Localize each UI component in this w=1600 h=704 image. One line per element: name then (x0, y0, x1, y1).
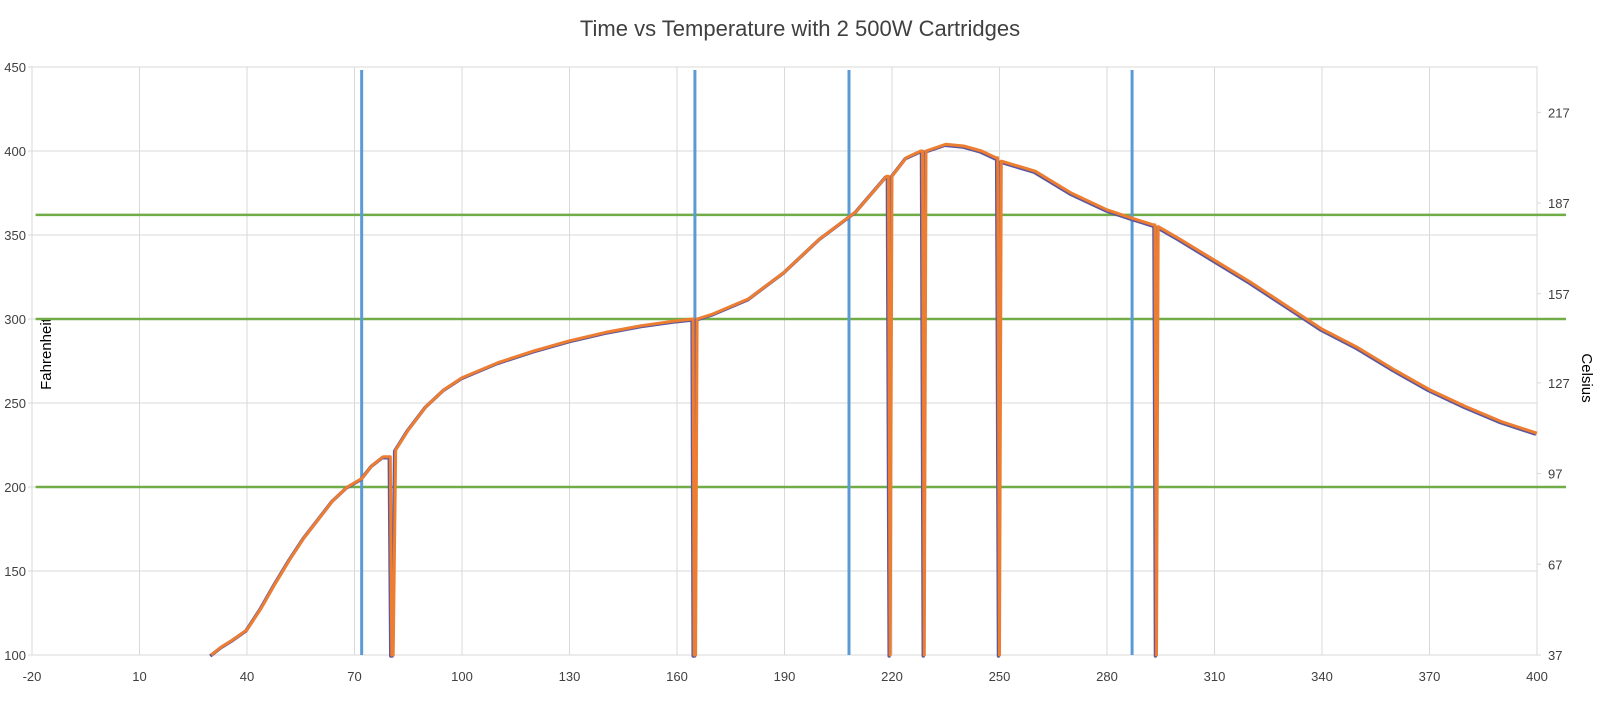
y2-axis-ticks: 37 67 97 127 157 187 217 (1548, 105, 1570, 663)
y2-tick-label: 67 (1548, 557, 1562, 572)
x-tick-label: 400 (1526, 669, 1548, 684)
y-axis-ticks: 100 150 200 250 300 350 400 450 (4, 60, 26, 663)
y2-tick-label: 187 (1548, 196, 1570, 211)
x-tick-label: 40 (240, 669, 254, 684)
x-tick-label: 10 (132, 669, 146, 684)
x-tick-label: 70 (347, 669, 361, 684)
plot-frame (31, 66, 1538, 656)
x-tick-label: 190 (774, 669, 796, 684)
x-tick-label: 280 (1096, 669, 1118, 684)
y-axis-title: Fahrenheit (38, 317, 55, 390)
x-tick-label: 100 (451, 669, 473, 684)
y2-tick-label: 127 (1548, 376, 1570, 391)
y2-tick-label: 217 (1548, 105, 1570, 120)
x-tick-label: 220 (881, 669, 903, 684)
y-tick-label: 350 (4, 228, 26, 243)
y-tick-label: 100 (4, 648, 26, 663)
x-tick-label: -20 (23, 669, 42, 684)
y-tick-label: 400 (4, 144, 26, 159)
y2-axis-title: Celsius (1578, 353, 1595, 402)
x-tick-label: 370 (1419, 669, 1441, 684)
y2-tick-label: 157 (1548, 287, 1570, 302)
x-tick-label: 310 (1204, 669, 1226, 684)
y2-tick-label: 37 (1548, 648, 1562, 663)
x-tick-label: 340 (1311, 669, 1333, 684)
y-tick-label: 200 (4, 480, 26, 495)
y2-tick-label: 97 (1548, 467, 1562, 482)
x-tick-label: 160 (666, 669, 688, 684)
temperature-line (210, 142, 1538, 657)
y-tick-label: 450 (4, 60, 26, 75)
y-tick-label: 150 (4, 564, 26, 579)
chart-title: Time vs Temperature with 2 500W Cartridg… (580, 16, 1020, 41)
x-axis-ticks: -20 10 40 70 100 130 160 190 220 250 280 310 340 370 4… (23, 669, 1548, 684)
x-tick-label: 130 (559, 669, 581, 684)
y-tick-label: 300 (4, 312, 26, 327)
y-tick-label: 250 (4, 396, 26, 411)
series-group (209, 142, 1538, 658)
x-tick-label: 250 (989, 669, 1011, 684)
